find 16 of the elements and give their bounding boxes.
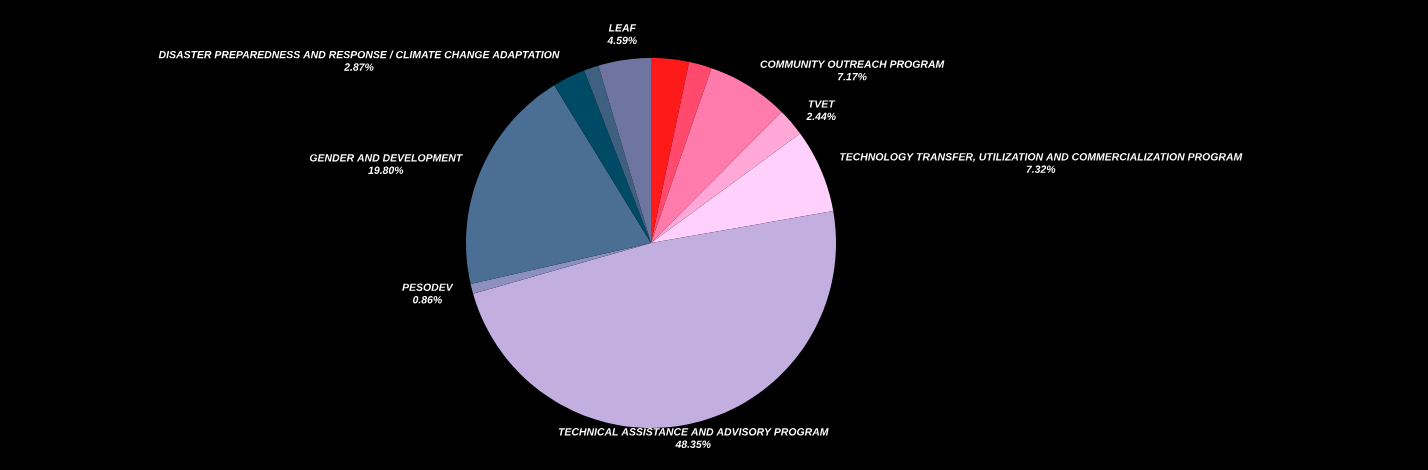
slice-label: DISASTER PREPAREDNESS AND RESPONSE / CLIMATE CHANGE ADAPTATION xyxy=(158,50,560,59)
slice-label: COMMUNITY OUTREACH PROGRAM xyxy=(760,60,945,68)
slice-label: TVET xyxy=(808,100,836,108)
slice-label: TECHNICAL ASSISTANCE AND ADVISORY PROGRAM xyxy=(558,428,829,436)
data-label: 48.35% xyxy=(675,440,711,448)
data-label: 0.86% xyxy=(412,296,442,304)
slice-label: GENDER AND DEVELOPMENT xyxy=(309,154,463,162)
slice-label: PESODEV xyxy=(402,283,454,291)
data-label: 2.44% xyxy=(806,112,836,121)
slice-label: TECHNOLOGY TRANSFER, UTILIZATION AND COMMERCIALIZATION PROGRAM xyxy=(840,153,1243,162)
data-label: 7.17% xyxy=(838,72,867,81)
data-label: 4.59% xyxy=(607,36,637,45)
data-label: 19.80% xyxy=(368,166,404,174)
data-label: 2.87% xyxy=(344,63,374,71)
data-label: 7.32% xyxy=(1026,165,1056,173)
slice-label: LEAF xyxy=(608,24,637,32)
